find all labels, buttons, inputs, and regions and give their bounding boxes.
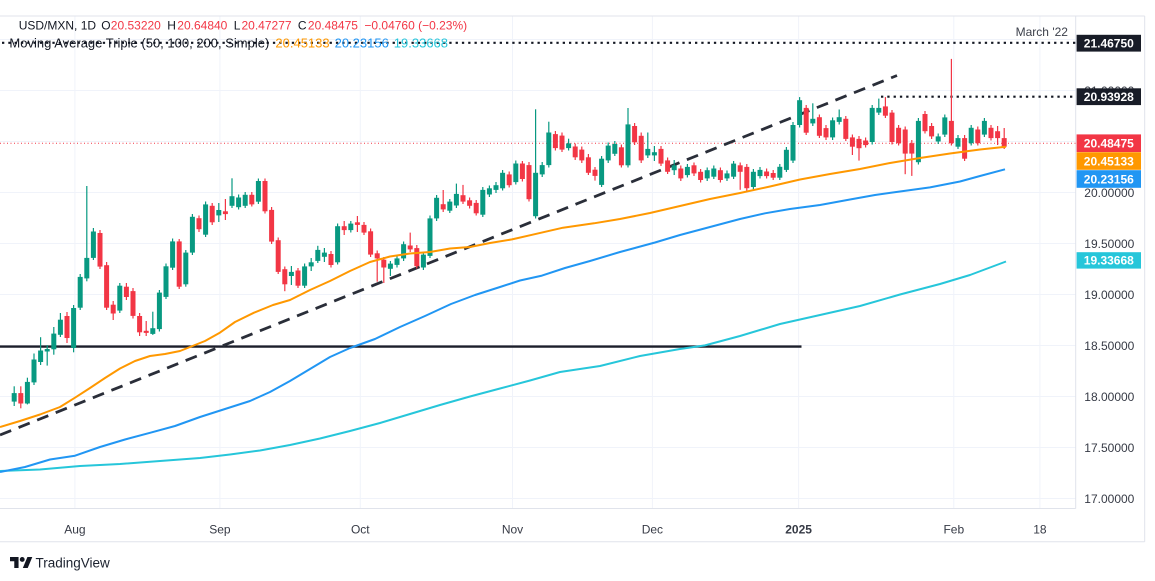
svg-text:March '22: March '22 xyxy=(1016,25,1069,39)
svg-text:Moving Average Triple (50, 100: Moving Average Triple (50, 100, 200, Sim… xyxy=(9,35,448,50)
svg-text:Nov: Nov xyxy=(502,523,523,537)
svg-text:18: 18 xyxy=(1033,523,1047,537)
svg-text:17.00000: 17.00000 xyxy=(1084,492,1134,506)
svg-text:19.00000: 19.00000 xyxy=(1084,288,1134,302)
svg-text:20.48475: 20.48475 xyxy=(1084,137,1134,151)
svg-text:2025: 2025 xyxy=(785,523,812,537)
svg-text:19.33668: 19.33668 xyxy=(1084,254,1134,268)
svg-text:18.50000: 18.50000 xyxy=(1084,339,1134,353)
svg-text:18.00000: 18.00000 xyxy=(1084,390,1134,404)
svg-text:TradingView: TradingView xyxy=(36,556,111,571)
svg-text:20.45133: 20.45133 xyxy=(1084,154,1134,168)
svg-text:Feb: Feb xyxy=(943,523,964,537)
svg-text:17.50000: 17.50000 xyxy=(1084,441,1134,455)
svg-text:20.00000: 20.00000 xyxy=(1084,186,1134,200)
svg-text:Sep: Sep xyxy=(209,523,231,537)
svg-text:Aug: Aug xyxy=(64,523,85,537)
svg-text:19.50000: 19.50000 xyxy=(1084,237,1134,251)
svg-text:20.93928: 20.93928 xyxy=(1084,90,1134,104)
svg-text:Dec: Dec xyxy=(642,523,663,537)
svg-text:20.23156: 20.23156 xyxy=(1084,172,1134,186)
svg-text:Oct: Oct xyxy=(351,523,370,537)
svg-text:21.46750: 21.46750 xyxy=(1084,37,1134,51)
